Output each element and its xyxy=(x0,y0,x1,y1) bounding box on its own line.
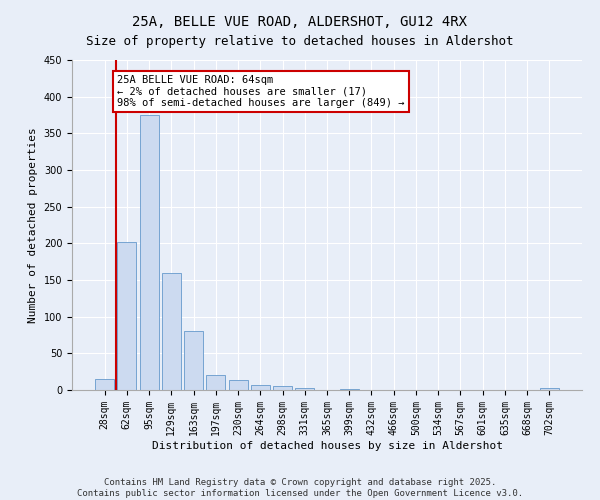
Text: 25A BELLE VUE ROAD: 64sqm
← 2% of detached houses are smaller (17)
98% of semi-d: 25A BELLE VUE ROAD: 64sqm ← 2% of detach… xyxy=(117,74,404,108)
Bar xyxy=(162,272,181,390)
Text: 25A, BELLE VUE ROAD, ALDERSHOT, GU12 4RX: 25A, BELLE VUE ROAD, ALDERSHOT, GU12 4RX xyxy=(133,15,467,29)
Bar xyxy=(140,115,158,390)
Text: Size of property relative to detached houses in Aldershot: Size of property relative to detached ho… xyxy=(86,35,514,48)
Bar xyxy=(229,380,248,390)
Bar xyxy=(184,332,203,390)
Bar xyxy=(95,379,114,390)
Bar xyxy=(251,385,270,390)
Bar xyxy=(206,376,225,390)
X-axis label: Distribution of detached houses by size in Aldershot: Distribution of detached houses by size … xyxy=(151,440,503,450)
Text: Contains HM Land Registry data © Crown copyright and database right 2025.
Contai: Contains HM Land Registry data © Crown c… xyxy=(77,478,523,498)
Bar xyxy=(540,388,559,390)
Bar xyxy=(273,386,292,390)
Bar xyxy=(295,388,314,390)
Bar xyxy=(118,242,136,390)
Bar xyxy=(340,388,359,390)
Y-axis label: Number of detached properties: Number of detached properties xyxy=(28,127,38,323)
